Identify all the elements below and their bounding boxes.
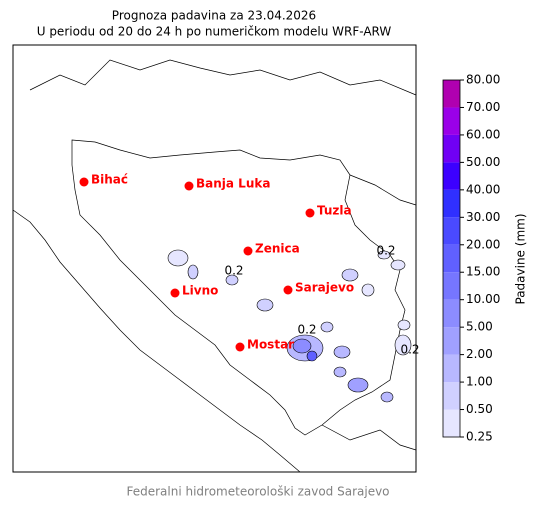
city-label: Bihać: [91, 173, 128, 187]
city-marker: [283, 285, 293, 295]
colorbar-tick-label: 30.00: [466, 210, 500, 224]
city-marker: [79, 177, 89, 187]
colorbar-tick-label: 80.00: [466, 73, 500, 87]
subtitle: U periodu od 20 do 24 h po numeričkom mo…: [37, 25, 392, 39]
city-marker: [305, 208, 315, 218]
colorbar-tick-label: 10.00: [466, 292, 500, 306]
colorbar-band: [443, 134, 460, 163]
city-label: Mostar: [247, 338, 294, 352]
colorbar-tick-label: 0.50: [466, 402, 493, 416]
title: Prognoza padavina za 23.04.2026: [112, 9, 316, 23]
colorbar-tick-label: 5.00: [466, 320, 493, 334]
colorbar-tick-label: 50.00: [466, 155, 500, 169]
footer: Federalni hidrometeorološki zavod Saraje…: [126, 485, 389, 499]
contour-label: 0.2: [297, 323, 316, 337]
city-label: Tuzla: [317, 204, 352, 218]
colorbar-band: [443, 272, 460, 300]
colorbar-frame: [442, 79, 461, 438]
map: [12, 44, 417, 473]
contour-label: 0.2: [400, 343, 419, 357]
colorbar-band: [443, 162, 460, 190]
colorbar-tick-label: 20.00: [466, 237, 500, 251]
border-north: [29, 59, 417, 96]
colorbar-tick-label: 0.25: [466, 430, 493, 444]
colorbar-band: [443, 80, 460, 108]
colorbar-band: [443, 299, 460, 328]
city-label: Livno: [182, 284, 218, 298]
contour-label: 0.2: [376, 244, 395, 258]
colorbar-band: [443, 327, 460, 355]
border-east: [349, 174, 417, 206]
colorbar-band: [443, 354, 460, 383]
contour-label: 0.2: [224, 264, 243, 278]
colorbar-tick-label: 1.00: [466, 375, 493, 389]
border-south: [321, 424, 417, 451]
city-label: Sarajevo: [295, 281, 354, 295]
bih-border: [71, 139, 406, 436]
coast: [12, 209, 301, 473]
city-label: Zenica: [255, 242, 300, 256]
map-frame: [12, 44, 417, 473]
colorbar-band: [443, 409, 460, 437]
colorbar-band: [443, 217, 460, 245]
colorbar-band: [443, 107, 460, 135]
colorbar-tick-label: 70.00: [466, 100, 500, 114]
colorbar-tick-label: 15.00: [466, 265, 500, 279]
colorbar-band: [443, 382, 460, 410]
precipitation: [167, 249, 412, 403]
colorbar-band: [443, 189, 460, 218]
colorbar-band: [443, 244, 460, 273]
colorbar-label: Padavine (mm): [514, 213, 528, 304]
city-marker: [235, 342, 245, 352]
city-marker: [170, 288, 180, 298]
city-marker: [243, 246, 253, 256]
colorbar-tick-label: 60.00: [466, 127, 500, 141]
colorbar-tick-label: 2.00: [466, 347, 493, 361]
city-marker: [184, 181, 194, 191]
colorbar-tick-label: 40.00: [466, 182, 500, 196]
city-label: Banja Luka: [196, 177, 270, 191]
